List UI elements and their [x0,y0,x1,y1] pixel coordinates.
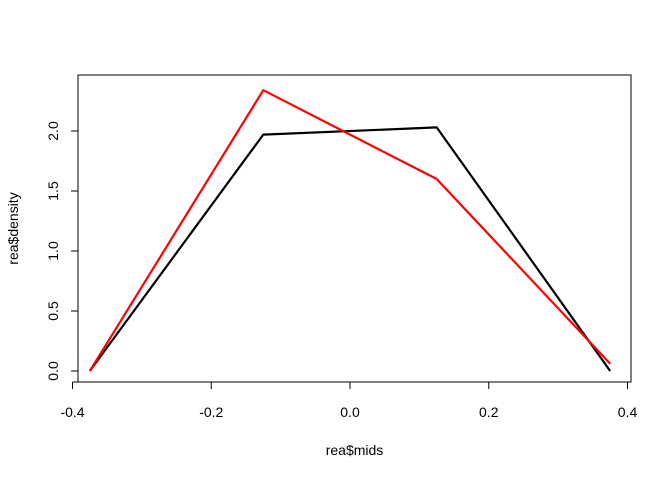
x-axis: -0.4 -0.2 0.0 0.2 0.4 [60,381,638,420]
series-layer [88,89,612,372]
x-axis-title: rea$mids [326,442,384,458]
x-tick-label: -0.2 [199,404,223,420]
y-tick-label: 0.5 [45,301,61,321]
x-tick-label: 0.4 [618,404,638,420]
x-tick-label: -0.4 [60,404,84,420]
y-axis-title: rea$density [5,192,21,264]
y-tick-label: 0.0 [45,361,61,381]
y-axis: 0.0 0.5 1.0 1.5 2.0 [45,121,79,381]
x-tick-label: 0.0 [340,404,360,420]
y-tick-label: 2.0 [45,121,61,141]
y-tick-label: 1.0 [45,241,61,261]
series-line-2 [88,89,612,372]
x-tick-label: 0.2 [479,404,499,420]
series-line-1 [88,126,612,372]
y-tick-label: 1.5 [45,181,61,201]
